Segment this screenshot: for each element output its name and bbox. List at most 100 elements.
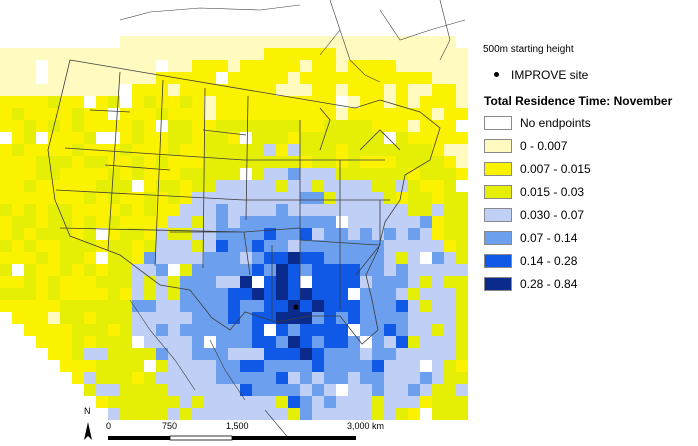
grid-cell [192,324,204,336]
grid-cell [144,228,156,240]
grid-cell [0,156,12,168]
grid-cell [276,360,288,372]
grid-cell [132,396,144,408]
grid-cell [96,348,108,360]
grid-cell [276,336,288,348]
grid-cell [336,408,348,420]
grid-cell [456,204,468,216]
grid-cell [384,180,396,192]
grid-cell [240,156,252,168]
grid-cell [276,204,288,216]
legend-class-label: 0.007 - 0.015 [520,162,591,176]
grid-cell [384,372,396,384]
grid-cell [132,372,144,384]
grid-cell [408,312,420,324]
grid-cell [360,240,372,252]
grid-cell [180,348,192,360]
grid-cell [396,156,408,168]
grid-cell [120,204,132,216]
grid-cell [288,132,300,144]
grid-cell [60,324,72,336]
grid-cell [84,312,96,324]
grid-cell [156,240,168,252]
grid-cell [144,72,156,84]
grid-cell [276,264,288,276]
grid-cell [108,240,120,252]
grid-cell [144,216,156,228]
grid-cell [48,336,60,348]
grid-cell [252,312,264,324]
grid-cell [348,192,360,204]
grid-cell [396,276,408,288]
grid-cell [456,48,468,60]
grid-cell [204,348,216,360]
grid-cell [72,288,84,300]
grid-cell [144,48,156,60]
grid-cell [384,300,396,312]
grid-cell [108,72,120,84]
grid-cell [120,240,132,252]
legend-swatch [484,185,512,199]
grid-cell [12,60,24,72]
grid-cell [444,108,456,120]
grid-cell [360,132,372,144]
grid-cell [204,288,216,300]
grid-cell [300,324,312,336]
grid-cell [348,36,360,48]
grid-cell [384,216,396,228]
grid-cell [420,36,432,48]
grid-cell [132,288,144,300]
grid-cell [192,264,204,276]
grid-cell [300,300,312,312]
grid-cell [312,192,324,204]
grid-cell [264,372,276,384]
grid-cell [408,60,420,72]
grid-cell [12,312,24,324]
grid-cell [408,396,420,408]
grid-cell [360,288,372,300]
grid-cell [96,300,108,312]
grid-cell [360,324,372,336]
grid-cell [144,144,156,156]
grid-cell [216,216,228,228]
grid-cell [240,228,252,240]
grid-cell [84,192,96,204]
grid-cell [372,336,384,348]
grid-cell [0,228,12,240]
grid-cell [228,48,240,60]
grid-cell [216,84,228,96]
grid-cell [336,252,348,264]
grid-cell [300,132,312,144]
grid-cell [372,252,384,264]
grid-cell [360,300,372,312]
grid-cell [396,348,408,360]
legend-swatch [484,162,512,176]
grid-cell [132,144,144,156]
grid-cell [396,240,408,252]
grid-cell [84,156,96,168]
grid-cell [120,144,132,156]
map-canvas: N 0 750 1,500 3,000 km [0,0,468,441]
international-borders [119,0,466,441]
grid-cell [0,120,12,132]
legend-class-label: 0.030 - 0.07 [520,208,585,222]
grid-cell [432,36,444,48]
grid-cell [312,72,324,84]
grid-cell [192,204,204,216]
grid-cell [216,300,228,312]
grid-cell [24,216,36,228]
grid-cell [180,48,192,60]
grid-cell [444,312,456,324]
grid-cell [144,312,156,324]
grid-cell [300,192,312,204]
grid-cell [192,108,204,120]
grid-cell [384,144,396,156]
grid-cell [384,120,396,132]
grid-cell [144,264,156,276]
grid-cell [372,144,384,156]
grid-cell [384,348,396,360]
grid-cell [12,168,24,180]
grid-cell [120,384,132,396]
grid-cell [432,204,444,216]
grid-cell [168,120,180,132]
